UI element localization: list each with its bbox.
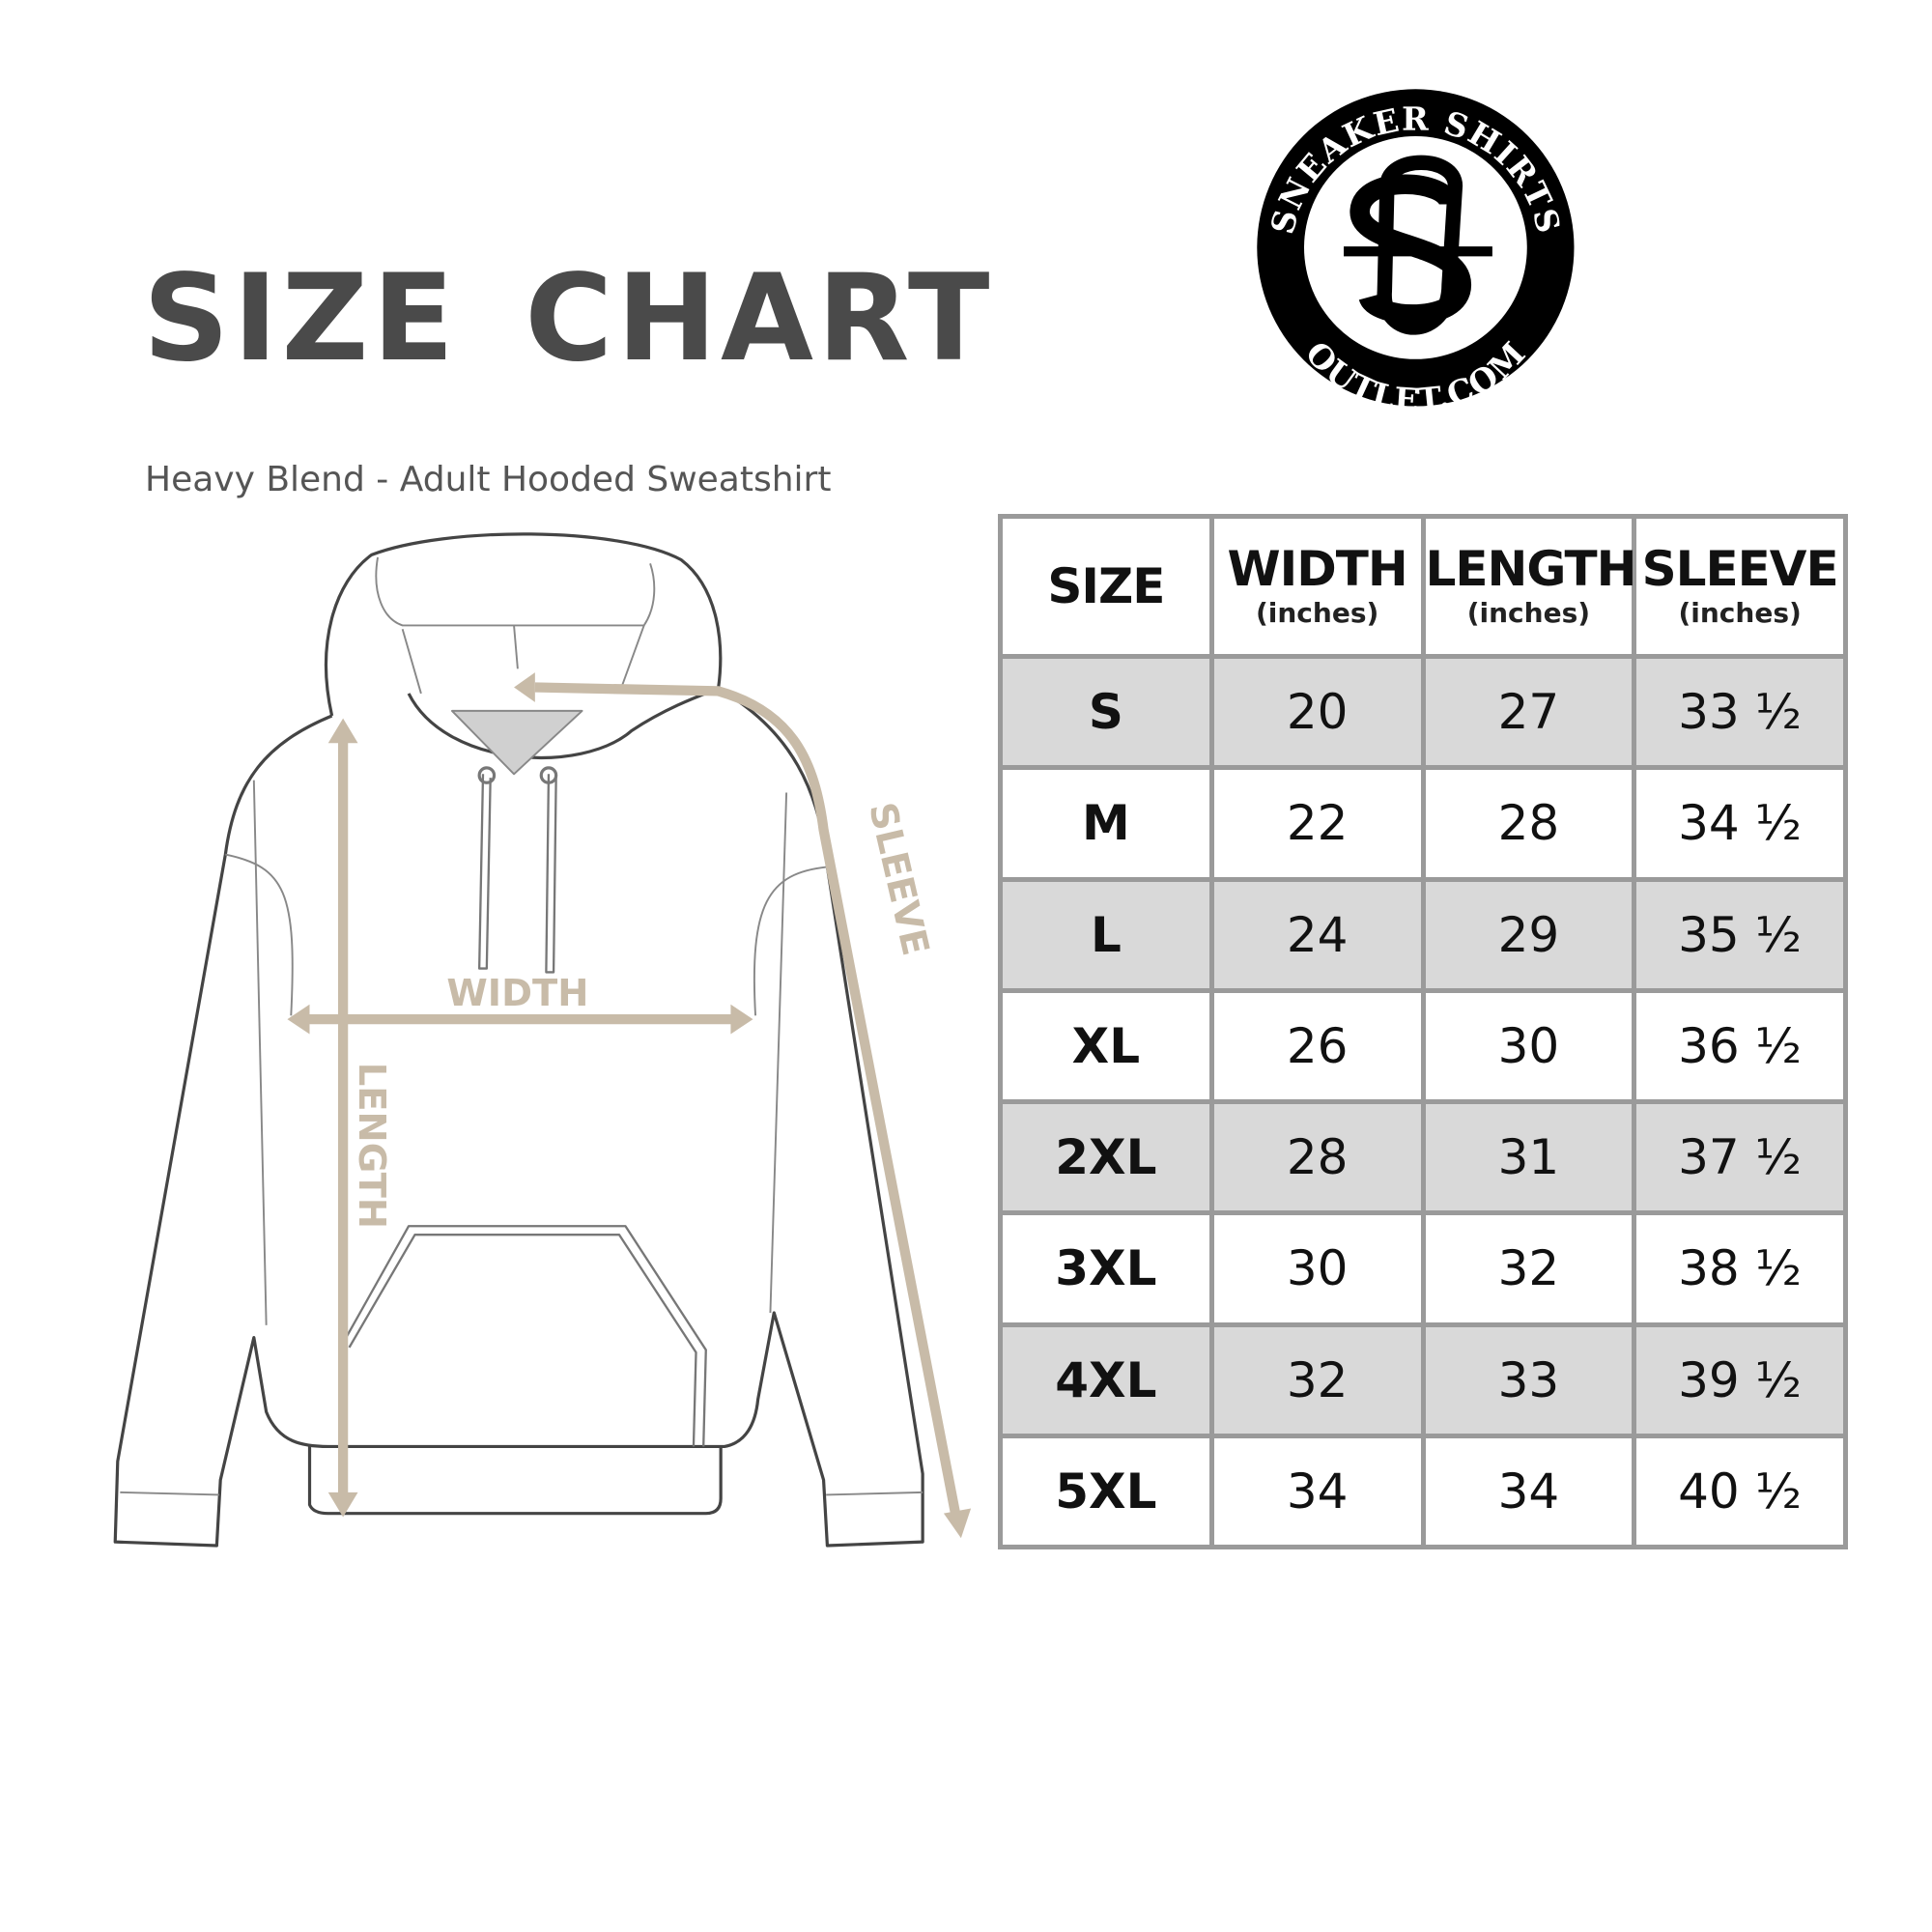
measurement-arrows xyxy=(287,672,972,1539)
header-size: SIZE xyxy=(998,514,1214,659)
cell-size: S xyxy=(998,653,1214,771)
header-label: WIDTH xyxy=(1227,540,1408,597)
cell-length: 27 xyxy=(1420,653,1637,771)
cuff-lines xyxy=(120,1491,923,1496)
cell-sleeve: 39 ½ xyxy=(1632,1321,1848,1438)
header-sleeve: SLEEVE (inches) xyxy=(1632,514,1848,659)
cell-length: 34 xyxy=(1420,1433,1637,1550)
cell-sleeve: 37 ½ xyxy=(1632,1098,1848,1216)
cell-length: 28 xyxy=(1420,765,1637,882)
cell-length: 30 xyxy=(1420,987,1637,1105)
header-label: SIZE xyxy=(1047,558,1165,614)
table-row: 5XL 34 34 40 ½ xyxy=(998,1433,1848,1550)
header-label: LENGTH xyxy=(1425,540,1637,597)
product-subtitle: Heavy Blend - Adult Hooded Sweatshirt xyxy=(145,460,832,499)
page-title: SIZE CHART xyxy=(143,249,994,388)
cell-size: L xyxy=(998,876,1214,993)
size-table: SIZE WIDTH (inches) LENGTH (inches) SLEEVE… xyxy=(998,514,1848,1550)
table-row: XL 26 30 36 ½ xyxy=(998,987,1848,1105)
drawstrings xyxy=(478,774,557,974)
cell-sleeve: 40 ½ xyxy=(1632,1433,1848,1550)
hoodie-illustration xyxy=(113,532,924,1548)
cell-width: 20 xyxy=(1208,653,1426,771)
width-label: WIDTH xyxy=(446,972,588,1015)
header-length: LENGTH (inches) xyxy=(1420,514,1637,659)
header-unit: (inches) xyxy=(1466,596,1591,629)
cell-size: XL xyxy=(998,987,1214,1105)
table-row: L 24 29 35 ½ xyxy=(998,876,1848,993)
waistband xyxy=(307,1446,723,1516)
cell-length: 33 xyxy=(1420,1321,1637,1438)
header-unit: (inches) xyxy=(1255,596,1379,629)
sleeve-arrow xyxy=(534,682,961,1519)
table-row: M 22 28 34 ½ xyxy=(998,765,1848,882)
cell-size: 5XL xyxy=(998,1433,1214,1550)
neck-inner xyxy=(450,709,583,776)
cell-width: 26 xyxy=(1208,987,1426,1105)
table-header-row: SIZE WIDTH (inches) LENGTH (inches) SLEEVE… xyxy=(998,514,1848,659)
header-width: WIDTH (inches) xyxy=(1208,514,1426,659)
hood-outline xyxy=(325,532,723,717)
cell-sleeve: 33 ½ xyxy=(1632,653,1848,771)
cell-width: 24 xyxy=(1208,876,1426,993)
cell-width: 28 xyxy=(1208,1098,1426,1216)
header-label: SLEEVE xyxy=(1641,540,1839,597)
cell-width: 32 xyxy=(1208,1321,1426,1438)
body-left xyxy=(113,687,924,1548)
cell-width: 22 xyxy=(1208,765,1426,882)
cell-size: M xyxy=(998,765,1214,882)
cell-width: 30 xyxy=(1208,1210,1426,1327)
cell-sleeve: 36 ½ xyxy=(1632,987,1848,1105)
table-row: 3XL 30 32 38 ½ xyxy=(998,1210,1848,1327)
cell-size: 4XL xyxy=(998,1321,1214,1438)
header-unit: (inches) xyxy=(1678,596,1802,629)
length-label: LENGTH xyxy=(350,1063,393,1229)
brand-logo: SNEAKER SHIRTS OUTLET.COM xyxy=(1257,89,1575,419)
table-row: S 20 27 33 ½ xyxy=(998,653,1848,771)
cell-length: 31 xyxy=(1420,1098,1637,1216)
cell-length: 32 xyxy=(1420,1210,1637,1327)
cell-size: 2XL xyxy=(998,1098,1214,1216)
logo-monogram xyxy=(1344,155,1492,335)
cell-sleeve: 34 ½ xyxy=(1632,765,1848,882)
cell-length: 29 xyxy=(1420,876,1637,993)
cell-size: 3XL xyxy=(998,1210,1214,1327)
cell-sleeve: 35 ½ xyxy=(1632,876,1848,993)
kangaroo-pocket xyxy=(339,1225,707,1447)
table-row: 2XL 28 31 37 ½ xyxy=(998,1098,1848,1216)
cell-width: 34 xyxy=(1208,1433,1426,1550)
cell-sleeve: 38 ½ xyxy=(1632,1210,1848,1327)
sleeve-label: SLEEVE xyxy=(860,799,937,960)
table-row: 4XL 32 33 39 ½ xyxy=(998,1321,1848,1438)
